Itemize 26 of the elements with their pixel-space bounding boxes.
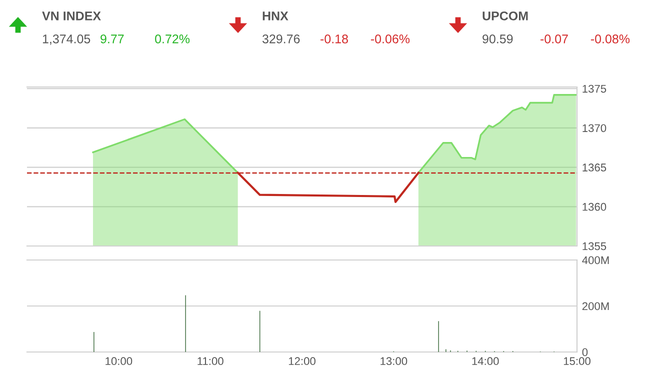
x-tick-label: 13:00: [380, 357, 408, 366]
text: -0.06%: [370, 34, 410, 44]
data-label: -0.07: [540, 34, 568, 44]
x-tick-label: 12:00: [288, 357, 316, 366]
y-tick-label: 1355: [582, 242, 606, 250]
category-label: VN INDEX: [42, 12, 101, 20]
category-label: HNX: [262, 12, 288, 20]
x-tick-label: 14:00: [472, 357, 499, 366]
data-label: 9.77: [100, 34, 124, 44]
y-tick-label: 1365: [582, 164, 606, 172]
x-tick-label: 10:00: [106, 357, 132, 366]
text: 1,374.05: [42, 34, 90, 45]
x-tick-label: 15:00: [564, 357, 590, 366]
y-tick-label: 1375: [582, 84, 606, 93]
x-tick-label: 11:00: [198, 357, 224, 366]
y-tick-label: 400M: [582, 256, 609, 264]
text: -0.08%: [590, 34, 630, 44]
data-label: -0.18: [320, 34, 348, 44]
category-label: UPCOM: [482, 12, 528, 20]
text: 90.59: [482, 34, 513, 44]
y-tick-label: 1360: [582, 202, 606, 211]
text: 0.72%: [155, 34, 190, 44]
y-tick-label: 200M: [582, 302, 609, 310]
text: 329.76: [262, 34, 300, 44]
y-tick-label: 0: [582, 348, 588, 356]
y-tick-label: 1370: [582, 124, 606, 132]
